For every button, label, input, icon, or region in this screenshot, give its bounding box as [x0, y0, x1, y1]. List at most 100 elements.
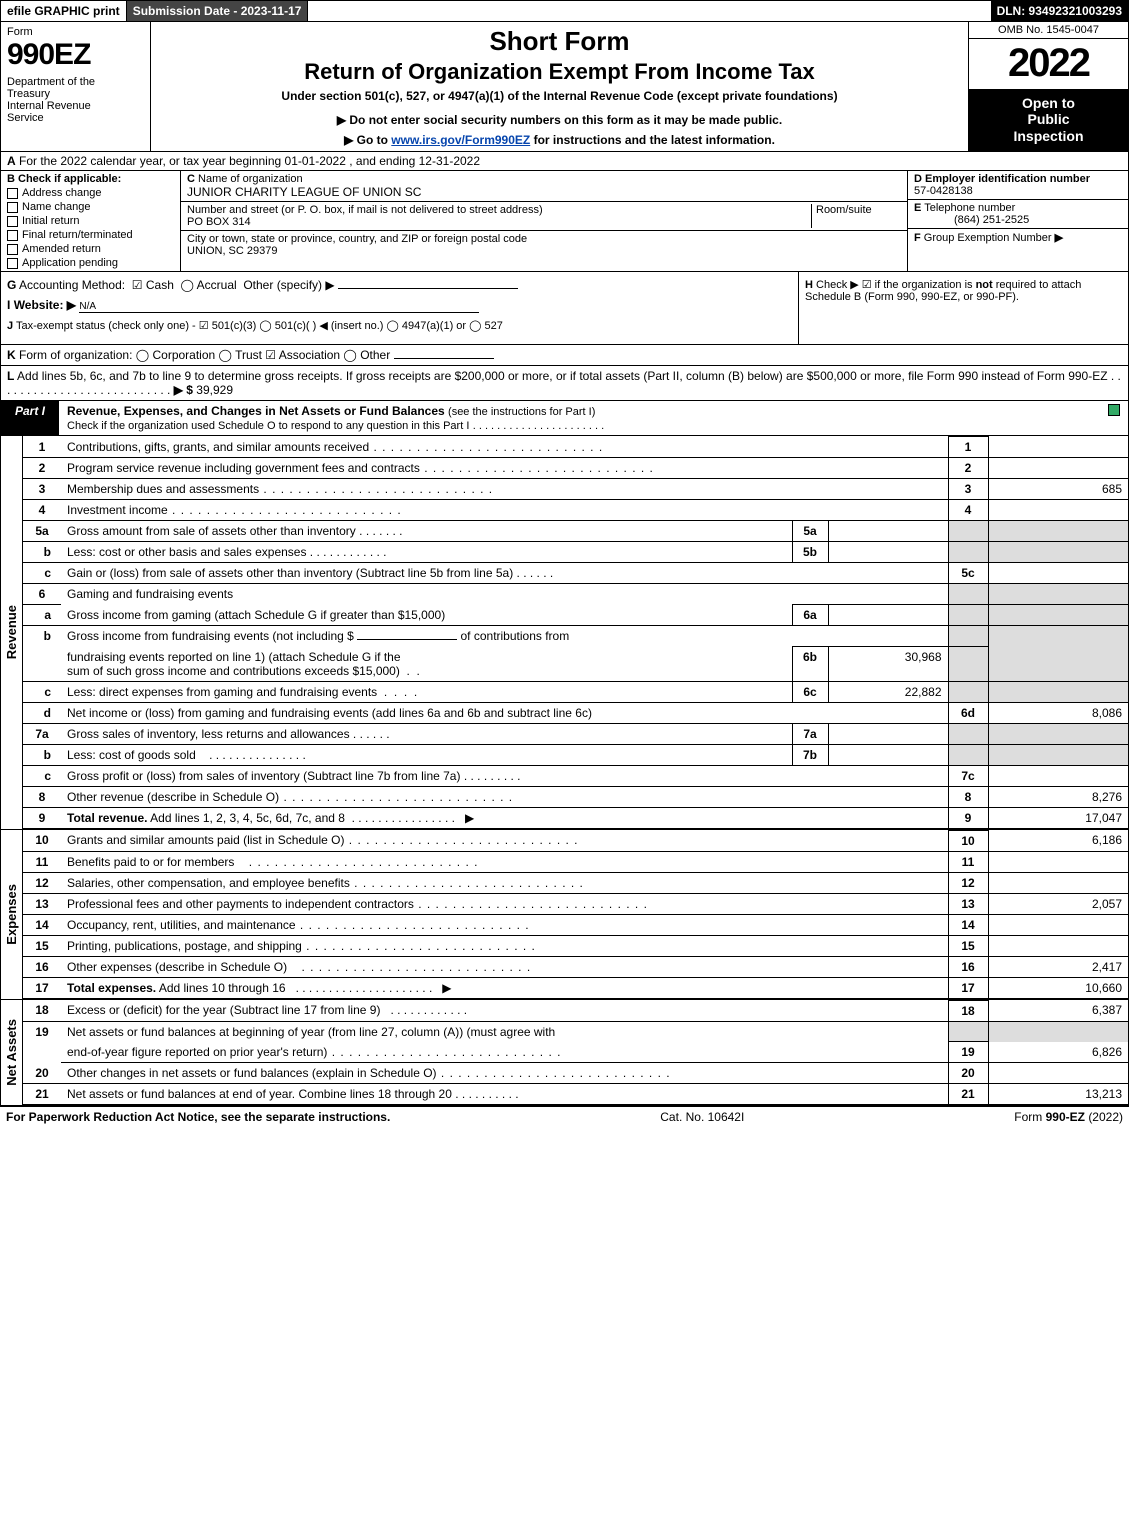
- right-val: [988, 437, 1128, 458]
- checkbox-icon[interactable]: [7, 216, 18, 227]
- chk-address-change: Address change: [22, 187, 102, 199]
- right-num: 7c: [948, 765, 988, 786]
- right-val: 6,186: [988, 830, 1128, 851]
- table-row: 19 Net assets or fund balances at beginn…: [23, 1021, 1128, 1042]
- tax-year: 2022: [969, 39, 1128, 89]
- midbox-val: [828, 723, 948, 744]
- form-of-organization: Form of organization: ◯ Corporation ◯ Tr…: [19, 348, 390, 362]
- midbox-val: [828, 521, 948, 542]
- right-num-shaded: [948, 605, 988, 626]
- table-row: 21 Net assets or fund balances at end of…: [23, 1084, 1128, 1105]
- group-exemption-label: Group Exemption Number: [924, 232, 1052, 244]
- right-val: 8,276: [988, 786, 1128, 807]
- revenue-section: Revenue 1 Contributions, gifts, grants, …: [0, 436, 1129, 830]
- schedule-b-check: Check ▶ ☑ if the organization is not req…: [805, 279, 1081, 303]
- contrib-blank[interactable]: [357, 639, 457, 640]
- line-desc: Gross income from gaming (attach Schedul…: [67, 608, 445, 622]
- line-num: a: [23, 605, 61, 626]
- right-val-shaded: [988, 584, 1128, 605]
- right-num: 14: [948, 914, 988, 935]
- midbox-label: 6a: [792, 605, 828, 626]
- omb-number: OMB No. 1545-0047: [969, 22, 1128, 39]
- expenses-side-text: Expenses: [4, 884, 19, 945]
- line-desc: Less: direct expenses from gaming and fu…: [67, 685, 377, 699]
- right-num: 20: [948, 1063, 988, 1084]
- table-row: 12 Salaries, other compensation, and emp…: [23, 872, 1128, 893]
- table-row: b Less: cost or other basis and sales ex…: [23, 542, 1128, 563]
- checkbox-icon[interactable]: [7, 188, 18, 199]
- form-ref: Form 990-EZ (2022): [1014, 1110, 1123, 1124]
- gross-receipts-value: 39,929: [196, 383, 233, 397]
- revenue-table: 1 Contributions, gifts, grants, and simi…: [23, 436, 1128, 829]
- line-desc: Salaries, other compensation, and employ…: [67, 876, 350, 890]
- line-desc: Excess or (deficit) for the year (Subtra…: [67, 1003, 380, 1017]
- checkbox-icon[interactable]: [7, 258, 18, 269]
- table-row: 16 Other expenses (describe in Schedule …: [23, 956, 1128, 977]
- right-val-shaded: [988, 744, 1128, 765]
- right-val-shaded: [988, 605, 1128, 626]
- name-of-org-label: Name of organization: [198, 173, 303, 185]
- section-c: C Name of organization JUNIOR CHARITY LE…: [181, 171, 908, 271]
- line-num: 21: [23, 1084, 61, 1105]
- line-num: 20: [23, 1063, 61, 1084]
- right-num: 6d: [948, 702, 988, 723]
- table-row: 7a Gross sales of inventory, less return…: [23, 723, 1128, 744]
- schedule-o-checkbox[interactable]: [1100, 401, 1128, 435]
- line-desc: Net assets or fund balances at end of ye…: [67, 1087, 452, 1101]
- dln-label: DLN: 93492321003293: [991, 1, 1128, 21]
- header-left: Form 990EZ Department of theTreasuryInte…: [1, 22, 151, 151]
- right-val: [988, 563, 1128, 584]
- right-num-shaded: [948, 542, 988, 563]
- form-name: 990-EZ: [1046, 1110, 1085, 1124]
- line-desc: Gross amount from sale of assets other t…: [67, 524, 356, 538]
- right-val: [988, 935, 1128, 956]
- table-row: c Less: direct expenses from gaming and …: [23, 681, 1128, 702]
- line-desc: Other revenue (describe in Schedule O): [67, 790, 279, 804]
- total-expenses-label: Total expenses.: [67, 981, 156, 995]
- section-k-label: K: [7, 348, 16, 362]
- right-num-shaded: [948, 744, 988, 765]
- other-specify-field[interactable]: [338, 288, 518, 289]
- line-num: 8: [23, 786, 61, 807]
- right-val: [988, 851, 1128, 872]
- right-val: 2,057: [988, 893, 1128, 914]
- checkbox-icon[interactable]: [7, 230, 18, 241]
- form-label: Form: [7, 26, 144, 38]
- table-row: 13 Professional fees and other payments …: [23, 893, 1128, 914]
- line-desc-pre: Gross income from fundraising events (no…: [67, 629, 354, 643]
- checkbox-icon[interactable]: [7, 202, 18, 213]
- arrow-icon: ▶ $: [174, 383, 193, 397]
- line-num: 12: [23, 872, 61, 893]
- line-desc: Net income or (loss) from gaming and fun…: [67, 706, 592, 720]
- line-num: 3: [23, 479, 61, 500]
- line-desc: Less: cost or other basis and sales expe…: [67, 545, 306, 559]
- other-org-field[interactable]: [394, 358, 494, 359]
- right-val: 8,086: [988, 702, 1128, 723]
- table-row: 6 Gaming and fundraising events: [23, 584, 1128, 605]
- section-bcdef: B Check if applicable: Address change Na…: [0, 171, 1129, 272]
- right-val: 6,387: [988, 1000, 1128, 1021]
- right-val: 2,417: [988, 956, 1128, 977]
- part-1-title-text: Revenue, Expenses, and Changes in Net As…: [67, 404, 445, 418]
- checkbox-icon[interactable]: [7, 244, 18, 255]
- section-def: D Employer identification number 57-0428…: [908, 171, 1128, 271]
- table-row: b Gross income from fundraising events (…: [23, 626, 1128, 647]
- table-row: c Gross profit or (loss) from sales of i…: [23, 765, 1128, 786]
- line-desc: Gain or (loss) from sale of assets other…: [67, 566, 513, 580]
- midbox-label: 7a: [792, 723, 828, 744]
- right-num: 4: [948, 500, 988, 521]
- table-row: 20 Other changes in net assets or fund b…: [23, 1063, 1128, 1084]
- table-row: 9 Total revenue. Add lines 1, 2, 3, 4, 5…: [23, 807, 1128, 828]
- line-num: 2: [23, 458, 61, 479]
- line-desc: Professional fees and other payments to …: [67, 897, 414, 911]
- right-num: 3: [948, 479, 988, 500]
- right-val: [988, 872, 1128, 893]
- ein-label: Employer identification number: [925, 173, 1090, 185]
- chk-initial-return: Initial return: [22, 215, 79, 227]
- irs-link[interactable]: www.irs.gov/Form990EZ: [391, 133, 530, 147]
- table-row: 10 Grants and similar amounts paid (list…: [23, 830, 1128, 851]
- table-row: 3 Membership dues and assessments 3 685: [23, 479, 1128, 500]
- section-h: H Check ▶ ☑ if the organization is not r…: [798, 272, 1128, 344]
- org-name: JUNIOR CHARITY LEAGUE OF UNION SC: [187, 185, 421, 199]
- right-val: 685: [988, 479, 1128, 500]
